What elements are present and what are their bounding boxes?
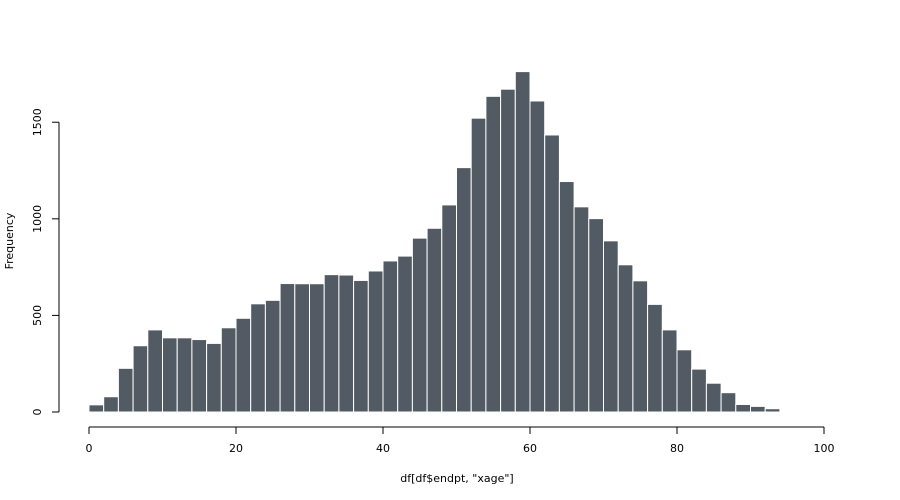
histogram-bar <box>647 303 663 413</box>
histogram-bar <box>147 329 164 413</box>
histogram-bar <box>235 317 252 413</box>
histogram-bar <box>676 349 693 413</box>
histogram-bar <box>750 405 766 413</box>
histogram-bar <box>456 167 472 413</box>
histogram-bar <box>397 255 413 413</box>
histogram-bar <box>353 279 369 413</box>
histogram-bar <box>250 303 266 413</box>
y-tick-label: 500 <box>31 305 44 326</box>
histogram-bar <box>117 367 134 413</box>
histogram-bar <box>426 227 443 413</box>
x-tick-label: 20 <box>229 442 243 455</box>
histogram-bar <box>573 206 590 413</box>
histogram-bar <box>132 345 149 413</box>
x-axis: 0 20 40 60 80 100 <box>86 426 835 455</box>
histogram-bar <box>735 403 751 413</box>
histogram-bar <box>309 283 325 413</box>
histogram-bar <box>603 240 619 413</box>
histogram-bar <box>691 368 707 413</box>
histogram-bar <box>220 327 237 413</box>
histogram-bar <box>544 134 560 413</box>
histogram-bar <box>191 339 208 413</box>
histogram-bar <box>88 404 105 413</box>
y-tick-label: 1000 <box>31 205 44 233</box>
histogram-bar <box>764 408 781 413</box>
histogram-bar <box>264 299 281 413</box>
histogram-bar <box>294 283 310 413</box>
histogram-bar <box>411 237 428 413</box>
histogram-bar <box>529 100 546 413</box>
x-tick-label: 0 <box>86 442 93 455</box>
histogram-bar <box>279 283 296 413</box>
histogram-bar <box>176 337 193 413</box>
histogram-bar <box>705 382 722 413</box>
histogram-bar <box>661 329 678 413</box>
histogram-bar <box>500 88 516 413</box>
x-tick-label: 80 <box>670 442 684 455</box>
x-tick-label: 40 <box>376 442 390 455</box>
histogram-bar <box>162 337 178 413</box>
x-tick-label: 100 <box>814 442 835 455</box>
histogram-bar <box>441 204 457 413</box>
histogram-bar <box>103 396 119 413</box>
y-axis: 0 500 1000 1500 <box>31 108 60 416</box>
histogram-bar <box>485 95 502 413</box>
histogram-bar <box>382 260 399 413</box>
histogram-bar <box>206 342 222 413</box>
x-axis-label: df[df$endpt, "xage"] <box>400 472 513 485</box>
histogram-bar <box>338 274 355 413</box>
histogram-bar <box>367 270 384 413</box>
histogram-bar <box>323 274 340 413</box>
y-tick-label: 0 <box>31 409 44 416</box>
histogram-bar <box>558 181 575 413</box>
histogram-bar <box>720 392 737 413</box>
bars-group <box>88 71 781 413</box>
histogram-bar <box>632 280 649 413</box>
y-tick-label: 1500 <box>31 108 44 136</box>
histogram-bar <box>514 71 531 413</box>
histogram-bar <box>617 264 634 413</box>
histogram-bar <box>588 218 604 413</box>
histogram-bar <box>470 117 487 413</box>
x-tick-label: 60 <box>523 442 537 455</box>
y-axis-label: Frequency <box>3 212 16 269</box>
